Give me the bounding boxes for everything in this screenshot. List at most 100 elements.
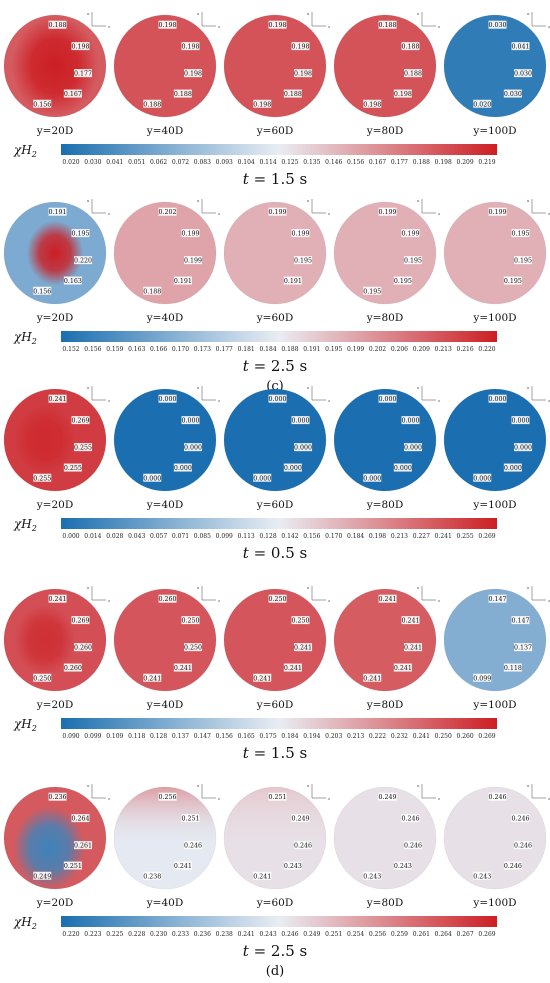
- colorbar-tick-label: 0.156: [303, 533, 320, 540]
- contour-label: 0.246: [184, 841, 202, 850]
- contour-label: 0.250: [291, 616, 310, 625]
- contour-label: 0.000: [284, 463, 302, 472]
- colorbar-tick-label: 0.195: [325, 346, 342, 353]
- axis-glyph-x: x: [417, 783, 420, 788]
- contour-value: 0.199: [181, 231, 199, 238]
- contour-label: 0.147: [511, 616, 530, 625]
- time-caption: t = 2.5 s: [243, 357, 307, 375]
- cross-section-disc: [224, 589, 326, 691]
- axis-glyph-x: x: [87, 11, 90, 16]
- axes-glyph-icon: xz: [527, 783, 550, 801]
- contour-value: 0.163: [64, 278, 82, 285]
- axis-glyph-x: x: [527, 783, 530, 788]
- cross-section-label: y=80D: [366, 125, 404, 137]
- axis-glyph-z: z: [328, 211, 330, 216]
- colorbar-tick-label: 0.156: [216, 733, 233, 740]
- contour-label: 0.188: [174, 89, 192, 98]
- contour-label: 0.241: [143, 673, 161, 682]
- axes-glyph-icon: xz: [307, 198, 330, 216]
- contour-label: 0.249: [291, 814, 310, 823]
- contour-label: 0.238: [143, 871, 161, 880]
- cross-section-label: y=100D: [472, 699, 516, 711]
- colorbar-tick-label: 0.020: [62, 159, 79, 166]
- contour-label: 0.195: [394, 276, 412, 285]
- colorbar-tick-label: 0.051: [128, 159, 145, 166]
- colorbar-tick-label: 0.220: [62, 931, 79, 938]
- contour-label: 0.220: [74, 256, 92, 265]
- contour-value: 0.264: [71, 816, 89, 823]
- contour-value: 0.000: [514, 445, 532, 452]
- contour-value: 0.099: [473, 675, 491, 682]
- contour-value: 0.195: [514, 258, 532, 265]
- disc-rim: [113, 588, 217, 692]
- contour-value: 0.188: [404, 71, 422, 78]
- axes-glyph-icon: xz: [87, 11, 110, 29]
- axes-glyph-icon: xz: [197, 198, 220, 216]
- contour-value: 0.195: [504, 278, 522, 285]
- cross-section-label: y=20D: [36, 897, 74, 909]
- disc-rim: [223, 388, 327, 492]
- contour-value: 0.000: [253, 475, 271, 482]
- contour-value: 0.198: [181, 44, 199, 51]
- colorbar-tick-label: 0.243: [259, 931, 276, 938]
- axis-glyph-z: z: [438, 398, 440, 403]
- contour-value: 0.195: [511, 231, 529, 238]
- contour-value: 0.241: [294, 645, 312, 652]
- disc-rim: [443, 588, 547, 692]
- disc-rim: [443, 786, 547, 890]
- axis-glyph-z: z: [108, 598, 110, 603]
- colorbar-tick-label: 0.199: [347, 346, 364, 353]
- contour-value: 0.198: [71, 44, 89, 51]
- axis-glyph-x: x: [307, 11, 310, 16]
- colorbar-tick-label: 0.156: [84, 346, 101, 353]
- contour-label: 0.241: [294, 643, 312, 652]
- contour-label: 0.000: [363, 473, 381, 482]
- colorbar-tick-label: 0.269: [478, 931, 495, 938]
- axis-glyph-x: x: [197, 783, 200, 788]
- contour-value: 0.243: [473, 873, 491, 880]
- concentration-blob: [26, 220, 84, 286]
- axis-glyph-x: x: [197, 385, 200, 390]
- disc-rim: [223, 786, 327, 890]
- contour-value: 0.188: [143, 288, 161, 295]
- colorbar-tick-label: 0.093: [216, 159, 233, 166]
- contour-label: 0.000: [504, 463, 522, 472]
- panel-label: (d): [266, 964, 284, 979]
- contour-label: 0.000: [294, 443, 312, 452]
- contour-value: 0.188: [379, 22, 397, 29]
- axis-glyph-z: z: [108, 211, 110, 216]
- contour-label: 0.241: [404, 643, 422, 652]
- contour-label: 0.198: [253, 99, 271, 108]
- axis-glyph-x: x: [87, 585, 90, 590]
- colorbar-tick-label: 0.152: [62, 346, 79, 353]
- axis-glyph-x: x: [197, 585, 200, 590]
- colorbar-tick-label: 0.167: [369, 159, 386, 166]
- contour-label: 0.250: [181, 616, 200, 625]
- contour-value: 0.250: [291, 618, 309, 625]
- contour-label: 0.199: [269, 207, 287, 216]
- contour-label: 0.000: [291, 416, 310, 425]
- axis-glyph-z: z: [438, 24, 440, 29]
- colorbar-tick-label: 0.135: [303, 159, 320, 166]
- contour-value: 0.269: [71, 418, 89, 425]
- colorbar-tick-label: 0.264: [435, 931, 452, 938]
- contour-label: 0.241: [379, 594, 397, 603]
- contour-value: 0.000: [404, 445, 422, 452]
- colorbar-tick-label: 0.206: [391, 346, 408, 353]
- colorbar-tick-label: 0.209: [457, 159, 474, 166]
- colorbar-tick-label: 0.175: [259, 733, 276, 740]
- axes-glyph-icon: xz: [417, 585, 440, 603]
- contour-value: 0.238: [143, 873, 161, 880]
- cross-section-label: y=60D: [256, 499, 294, 511]
- contour-value: 0.195: [404, 258, 422, 265]
- colorbar-tick-label: 0.184: [347, 533, 364, 540]
- cross-section-label: y=80D: [366, 312, 404, 324]
- cross-section-label: y=40D: [146, 897, 184, 909]
- contour-label: 0.099: [473, 673, 491, 682]
- axis-glyph-x: x: [527, 585, 530, 590]
- contour-label: 0.243: [394, 861, 412, 870]
- colorbar-tick-label: 0.241: [435, 533, 452, 540]
- cross-section-label: y=40D: [146, 125, 184, 137]
- cross-section-label: y=60D: [256, 699, 294, 711]
- contour-value: 0.202: [159, 209, 177, 216]
